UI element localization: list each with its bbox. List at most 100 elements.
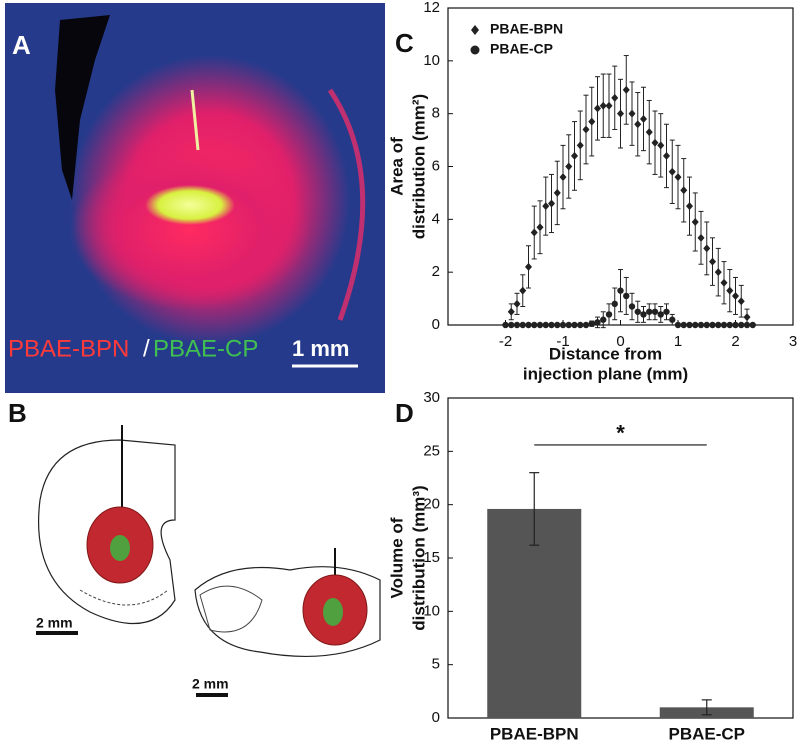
y-axis-label: Volume of: [387, 517, 406, 598]
point: [680, 186, 688, 195]
point: [565, 321, 572, 329]
point: [588, 320, 595, 327]
y-axis-label: distribution (mm²): [409, 94, 428, 239]
point: [513, 321, 521, 329]
y-tick-label: 15: [423, 549, 440, 566]
point: [674, 321, 682, 329]
panel-letter: A: [12, 30, 31, 60]
error-bar: [529, 472, 540, 546]
brain-outline: [79, 589, 169, 606]
panel-letter: B: [8, 398, 27, 428]
point: [645, 128, 653, 137]
point: [714, 268, 722, 277]
point: [749, 321, 756, 329]
x-axis-label: injection plane (mm): [523, 364, 688, 383]
point: [738, 321, 745, 329]
legend-label: PBAE-BPN: [490, 21, 563, 37]
point: [674, 173, 682, 182]
point: [691, 217, 699, 226]
point: [709, 321, 716, 329]
label-green: PBAE-CP: [153, 335, 258, 362]
point: [651, 308, 659, 315]
point: [622, 85, 630, 94]
x-tick-label: 0: [616, 333, 624, 350]
red-edge: [327, 88, 366, 321]
x-tick-label: -2: [499, 333, 512, 350]
sagittal-outline: [194, 566, 381, 658]
point: [715, 321, 722, 329]
point: [720, 278, 728, 287]
point: [611, 93, 619, 102]
error-bar: [701, 699, 712, 716]
point: [720, 321, 728, 329]
point: [703, 244, 711, 253]
point: [680, 321, 687, 329]
point: [507, 307, 515, 316]
significance-label: *: [616, 421, 625, 446]
y-tick-label: 0: [432, 709, 440, 726]
y-tick-label: 2: [432, 263, 440, 280]
panel-letter: C: [395, 28, 414, 58]
red-signal: [70, 150, 310, 310]
point: [548, 199, 555, 208]
point: [709, 257, 716, 266]
green-signal: [145, 185, 235, 225]
point: [634, 308, 641, 315]
point: [657, 141, 665, 150]
y-tick-label: 20: [423, 496, 440, 513]
point: [600, 316, 607, 323]
point: [519, 321, 526, 329]
point: [686, 202, 693, 211]
point: [519, 286, 527, 295]
y-axis-label: distribution (mm³): [409, 485, 428, 630]
point: [594, 104, 601, 113]
point: [686, 321, 693, 329]
y-tick-label: 12: [423, 0, 440, 16]
point: [646, 308, 653, 315]
y-tick-label: 30: [423, 389, 440, 406]
point: [657, 311, 664, 318]
panel-letter: D: [395, 398, 414, 428]
point: [554, 321, 561, 329]
point: [559, 173, 567, 182]
point: [536, 321, 544, 329]
point: [628, 109, 636, 118]
x-tick-label: PBAE-BPN: [490, 724, 579, 743]
point: [737, 297, 745, 306]
point: [726, 286, 734, 295]
point: [605, 101, 613, 110]
point: [599, 101, 607, 110]
green-volume: [110, 535, 130, 561]
point: [525, 321, 532, 329]
y-tick-label: 25: [423, 442, 440, 459]
cerebellum: [199, 585, 263, 633]
x-axis-label: Distance from: [549, 344, 662, 363]
point: [571, 151, 578, 160]
y-tick-label: 10: [423, 602, 440, 619]
x-tick-label: 3: [789, 333, 797, 350]
point: [623, 292, 630, 300]
point: [594, 319, 601, 326]
point: [628, 303, 636, 310]
scale-label: 1 mm: [292, 336, 349, 361]
brain-outline: [38, 439, 176, 625]
point: [640, 311, 647, 318]
point: [542, 321, 549, 329]
y-tick-label: 6: [432, 157, 440, 174]
y-tick-label: 0: [432, 316, 440, 333]
point: [703, 321, 710, 329]
point: [617, 109, 624, 118]
point: [582, 125, 590, 134]
x-tick-label: PBAE-CP: [668, 724, 745, 743]
point: [531, 321, 538, 329]
legend-marker: [471, 25, 479, 35]
point: [663, 151, 670, 160]
point: [651, 138, 659, 147]
point: [553, 188, 561, 197]
point: [617, 287, 624, 294]
point: [743, 321, 751, 329]
point: [726, 321, 733, 329]
point: [508, 321, 515, 329]
point: [743, 313, 751, 322]
